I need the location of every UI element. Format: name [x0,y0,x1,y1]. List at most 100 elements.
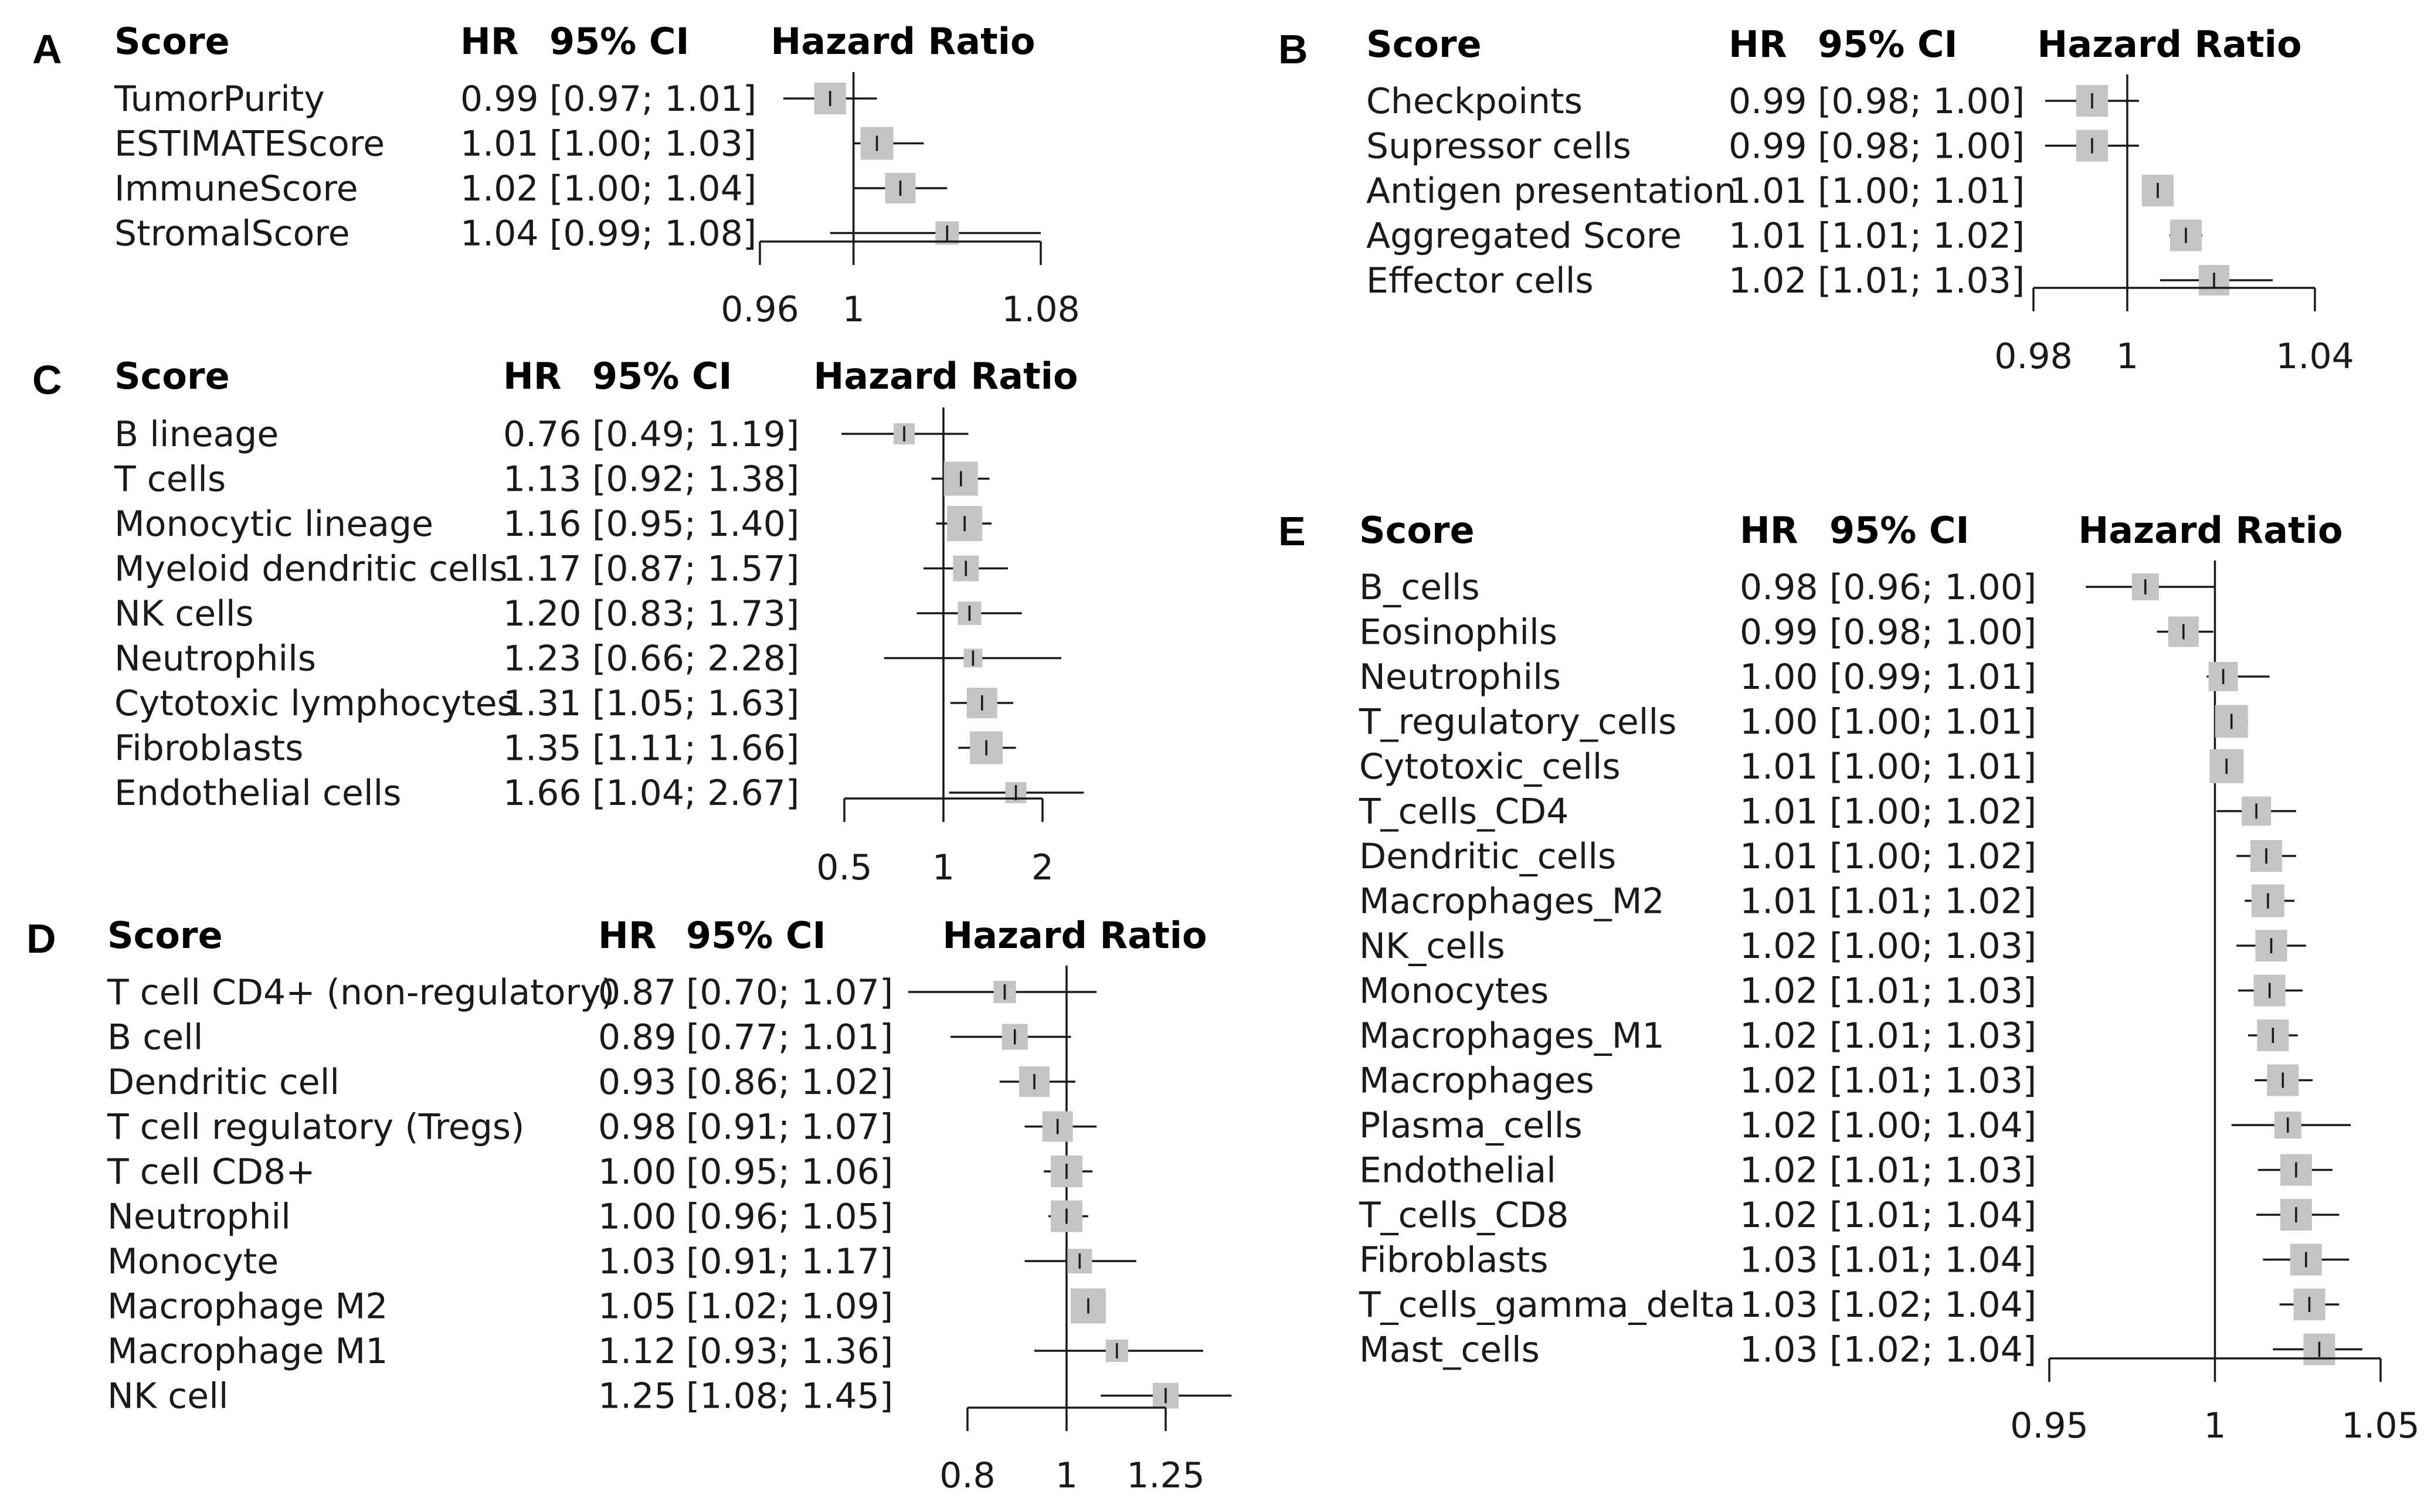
row-label: NK cell [107,1376,229,1417]
x-tick-label: 0.96 [721,289,799,330]
x-tick-label: 1 [2203,1405,2226,1446]
row-hr: 1.02 [1740,1061,1818,1102]
panel-b: B Score HR 95% CI Hazard Ratio Checkpoints 0.9… [1278,23,2354,377]
row-label: Macrophage M2 [107,1286,388,1327]
row-hr: 1.02 [1740,971,1818,1012]
row-ci: [0.96; 1.00] [1829,567,2036,608]
x-tick-label: 1 [2116,336,2138,377]
row-label: Cytotoxic lymphocytes [114,683,515,724]
row-ci: [0.98; 1.00] [1829,612,2036,653]
x-tick-label: 1.08 [1001,289,1080,330]
row-ci: [0.95; 1.40] [592,504,799,545]
row-label: StromalScore [114,213,350,254]
row-ci: [0.99; 1.01] [1829,657,2036,698]
row-label: Dendritic cell [107,1062,339,1103]
row-label: Endothelial cells [114,773,402,814]
row-ci: [1.00; 1.01] [1829,746,2036,787]
header-hazard-ratio: Hazard Ratio [942,914,1207,957]
row-hr: 1.01 [1740,836,1818,877]
row-label: NK_cells [1359,926,1505,967]
header-score: Score [114,355,230,397]
row-ci: [0.91; 1.17] [686,1241,893,1282]
row-label: T cell CD8+ [107,1151,315,1192]
header-ci: 95% CI [549,20,690,63]
row-label: Mast_cells [1359,1330,1540,1371]
row-label: Neutrophils [114,638,316,679]
header-hazard-ratio: Hazard Ratio [2037,23,2301,66]
row-ci: [1.01; 1.02] [1829,881,2036,922]
row-hr: 1.01 [1740,881,1818,922]
row-label: Neutrophils [1359,657,1561,698]
row-hr: 1.16 [503,504,582,545]
row-ci: [1.00; 1.01] [1818,171,2025,212]
row-ci: [0.86; 1.02] [686,1062,893,1103]
row-label: Effector cells [1366,260,1594,301]
row-hr: 1.23 [503,638,582,679]
row-label: T_cells_CD8 [1359,1195,1568,1236]
row-hr: 0.98 [1740,567,1818,608]
panel-d: D Score HR 95% CI Hazard Ratio T cell CD4+ (n… [26,914,1232,1496]
row-ci: [1.01; 1.02] [1818,216,2025,257]
row-ci: [0.96; 1.05] [686,1197,893,1238]
panel-letter: B [1278,26,1308,72]
row-label: B cell [107,1017,203,1058]
row-hr: 1.05 [598,1286,677,1327]
header-hazard-ratio: Hazard Ratio [770,20,1035,63]
row-ci: [1.01; 1.03] [1818,260,2025,301]
row-label: T_regulatory_cells [1359,702,1676,743]
row-hr: 1.17 [503,549,582,590]
row-label: Monocytic lineage [114,504,433,545]
row-label: TumorPurity [114,79,325,120]
row-hr: 1.66 [503,773,582,814]
row-ci: [1.01; 1.03] [1829,1015,2036,1056]
row-label: Checkpoints [1366,81,1583,122]
row-ci: [0.95; 1.06] [686,1151,893,1192]
row-hr: 1.02 [1729,260,1807,301]
row-label: Monocyte [107,1241,279,1282]
row-hr: 1.04 [460,213,539,254]
row-ci: [1.00; 1.03] [549,124,756,165]
row-ci: [0.93; 1.36] [686,1331,893,1372]
header-hr: HR [598,914,657,957]
row-hr: 1.00 [598,1151,677,1192]
x-tick-label: 1.25 [1126,1455,1205,1496]
x-tick-label: 0.5 [816,847,872,888]
header-hr: HR [460,20,519,63]
row-label: Endothelial [1359,1150,1556,1191]
row-hr: 0.99 [1729,126,1807,167]
x-tick-label: 2 [1031,847,1054,888]
row-hr: 1.02 [1740,1015,1818,1056]
row-hr: 1.01 [1729,171,1807,212]
panel-letter: E [1278,508,1306,554]
row-ci: [0.83; 1.73] [592,593,799,634]
row-hr: 1.00 [1740,702,1818,743]
row-label: T_cells_CD4 [1359,791,1568,833]
header-hr: HR [1740,509,1798,552]
row-label: Myeloid dendritic cells [114,549,508,590]
row-label: Macrophages_M2 [1359,881,1665,922]
row-ci: [0.70; 1.07] [686,972,893,1013]
row-hr: 1.03 [1740,1240,1818,1281]
row-label: Fibroblasts [1359,1240,1549,1281]
row-ci: [0.77; 1.01] [686,1017,893,1058]
row-label: Fibroblasts [114,728,304,769]
row-label: Eosinophils [1359,612,1557,653]
x-tick-label: 0.98 [1994,336,2073,377]
row-ci: [1.01; 1.03] [1829,971,2036,1012]
row-label: ESTIMATEScore [114,124,385,165]
row-hr: 1.20 [503,593,582,634]
row-label: T cell regulatory (Tregs) [107,1107,525,1148]
x-tick-label: 1 [932,847,955,888]
row-label: T cell CD4+ (non-regulatory) [107,972,614,1013]
row-label: B_cells [1359,567,1480,608]
row-ci: [1.04; 2.67] [592,773,799,814]
row-ci: [1.00; 1.04] [1829,1105,2036,1146]
row-ci: [1.00; 1.03] [1829,926,2036,967]
row-ci: [0.91; 1.07] [686,1107,893,1148]
row-hr: 0.87 [598,972,677,1013]
row-label: Antigen presentation [1366,171,1736,212]
header-hr: HR [1729,23,1787,66]
x-tick-label: 1.04 [2276,336,2354,377]
x-tick-label: 1 [1055,1455,1078,1496]
row-ci: [1.01; 1.04] [1829,1240,2036,1281]
